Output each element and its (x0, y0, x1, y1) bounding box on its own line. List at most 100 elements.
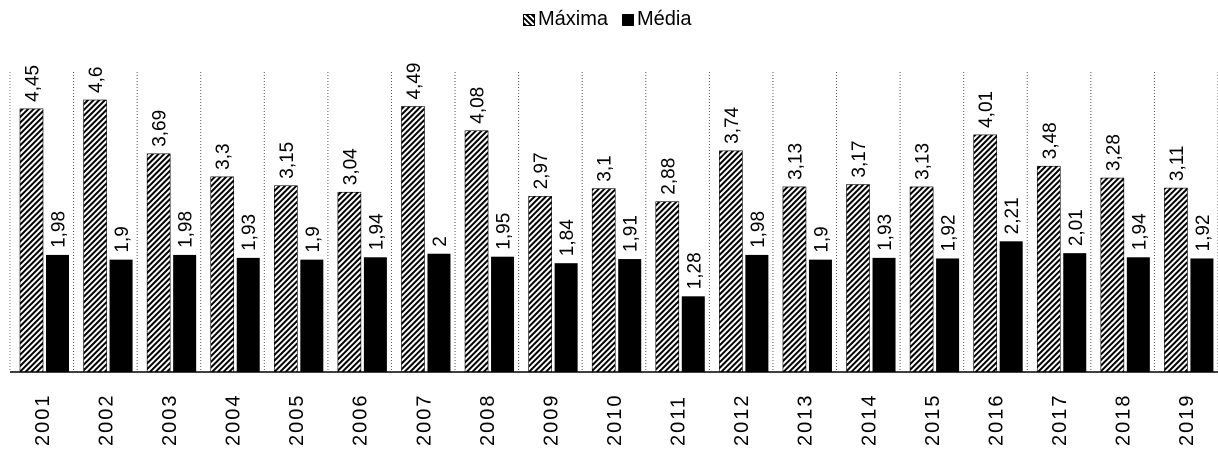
data-label-media: 1,95 (494, 213, 515, 250)
data-label-maxima: 4,08 (468, 87, 489, 124)
data-label-media: 2 (430, 236, 451, 247)
x-tick-label: 2010 (604, 394, 626, 447)
x-tick-label: 2004 (223, 394, 245, 447)
data-label-maxima: 3,69 (150, 110, 171, 147)
data-label-maxima: 3,13 (913, 143, 934, 180)
data-label-media: 1,28 (684, 252, 705, 289)
data-label-maxima: 3,15 (277, 142, 298, 179)
x-tick-label: 2008 (477, 394, 499, 447)
x-tick-label: 2017 (1049, 394, 1071, 447)
bar-maxima[interactable] (719, 150, 743, 373)
x-tick-label: 2013 (795, 394, 817, 447)
legend-item-media[interactable]: Média (622, 8, 692, 31)
x-tick-label: 2018 (1113, 394, 1135, 447)
bar-media[interactable] (936, 258, 960, 372)
legend: Máxima Média (523, 8, 692, 31)
bar-maxima[interactable] (591, 188, 616, 373)
data-label-media: 1,94 (1129, 213, 1150, 250)
data-label-maxima: 4,01 (976, 91, 997, 128)
data-label-maxima: 3,74 (722, 106, 743, 143)
x-tick-label: 2012 (731, 394, 753, 447)
bar-maxima[interactable] (846, 184, 870, 373)
bar-maxima[interactable] (464, 130, 489, 373)
bar-media[interactable] (173, 254, 197, 372)
bar-maxima[interactable] (210, 176, 235, 373)
bar-maxima[interactable] (1100, 177, 1125, 373)
bar-media[interactable] (872, 257, 896, 372)
legend-item-maxima[interactable]: Máxima (523, 8, 608, 31)
x-tick-label: 2009 (540, 394, 562, 447)
bar-maxima[interactable] (274, 185, 298, 373)
data-label-maxima: 3,17 (849, 141, 870, 178)
legend-label-media: Média (637, 8, 692, 30)
bar-media[interactable] (491, 256, 515, 372)
data-label-maxima: 3,28 (1103, 134, 1124, 171)
bar-maxima[interactable] (1164, 187, 1188, 373)
data-label-media: 1,98 (748, 211, 769, 248)
data-label-maxima: 3,11 (1167, 146, 1188, 182)
x-tick-label: 2016 (985, 394, 1007, 446)
bar-maxima[interactable] (146, 153, 171, 373)
x-tick-label: 2006 (350, 394, 372, 447)
data-label-media: 1,91 (621, 215, 642, 252)
data-label-media: 1,93 (875, 214, 896, 251)
bar-media[interactable] (109, 259, 133, 372)
data-label-maxima: 4,49 (404, 63, 425, 100)
bars (19, 99, 1214, 373)
bar-maxima[interactable] (337, 191, 362, 373)
legend-label-maxima: Máxima (538, 8, 609, 30)
data-label-media: 2,21 (1002, 197, 1023, 234)
data-label-media: 1,92 (1193, 214, 1214, 251)
x-tick-label: 2001 (32, 394, 54, 447)
x-tick-label: 2003 (159, 394, 181, 447)
data-label-media: 1,9 (112, 226, 133, 252)
bar-media[interactable] (300, 259, 324, 372)
bar-media[interactable] (554, 263, 578, 372)
data-label-media: 1,93 (239, 214, 260, 251)
data-label-maxima: 3,04 (340, 148, 361, 185)
bar-maxima[interactable] (19, 108, 44, 373)
data-label-maxima: 3,48 (1040, 122, 1061, 159)
bar-maxima[interactable] (655, 201, 680, 373)
bar-media[interactable] (46, 254, 69, 372)
bar-media[interactable] (999, 241, 1023, 372)
bar-media[interactable] (618, 259, 642, 372)
data-label-maxima: 3,13 (785, 143, 806, 180)
bar-media[interactable] (1063, 253, 1087, 372)
data-label-media: 2,01 (1066, 209, 1087, 246)
bar-maxima[interactable] (909, 186, 934, 373)
bar-media[interactable] (363, 257, 387, 372)
x-tick-label: 2015 (922, 394, 944, 447)
bar-maxima[interactable] (528, 196, 552, 373)
bar-maxima[interactable] (782, 186, 807, 373)
x-tick-label: 2011 (668, 395, 690, 446)
x-tick-label: 2002 (95, 394, 117, 447)
data-label-maxima: 2,88 (658, 158, 679, 195)
bar-media[interactable] (808, 259, 832, 372)
bar-media[interactable] (745, 254, 769, 372)
data-label-media: 1,98 (49, 211, 70, 248)
category-gridlines (9, 72, 1218, 372)
bar-media[interactable] (1126, 257, 1150, 372)
data-label-maxima: 4,45 (23, 65, 44, 102)
bar-maxima[interactable] (973, 134, 997, 373)
x-tick-label: 2019 (1176, 394, 1198, 447)
bar-maxima[interactable] (1036, 165, 1061, 373)
data-label-maxima: 2,97 (531, 152, 552, 189)
bar-media[interactable] (427, 253, 451, 372)
x-tick-label: 2014 (858, 394, 880, 447)
data-label-media: 1,92 (939, 214, 960, 251)
x-tick-label: 2005 (286, 394, 308, 447)
x-tick-label: 2007 (413, 394, 435, 447)
data-label-media: 1,98 (176, 211, 197, 248)
bar-maxima[interactable] (83, 99, 107, 373)
bar-maxima[interactable] (401, 106, 425, 373)
data-label-media: 1,9 (303, 226, 324, 252)
data-labels: 4,45 4,6 3,69 3,3 3,15 3,04 4,49 4,08 2,97 3,1 2,8… (23, 63, 1214, 290)
bar-media[interactable] (1190, 258, 1214, 372)
bar-media[interactable] (236, 257, 260, 372)
bar-media[interactable] (681, 296, 705, 372)
data-label-media: 1,9 (811, 226, 832, 252)
data-label-maxima: 3,1 (595, 155, 616, 181)
